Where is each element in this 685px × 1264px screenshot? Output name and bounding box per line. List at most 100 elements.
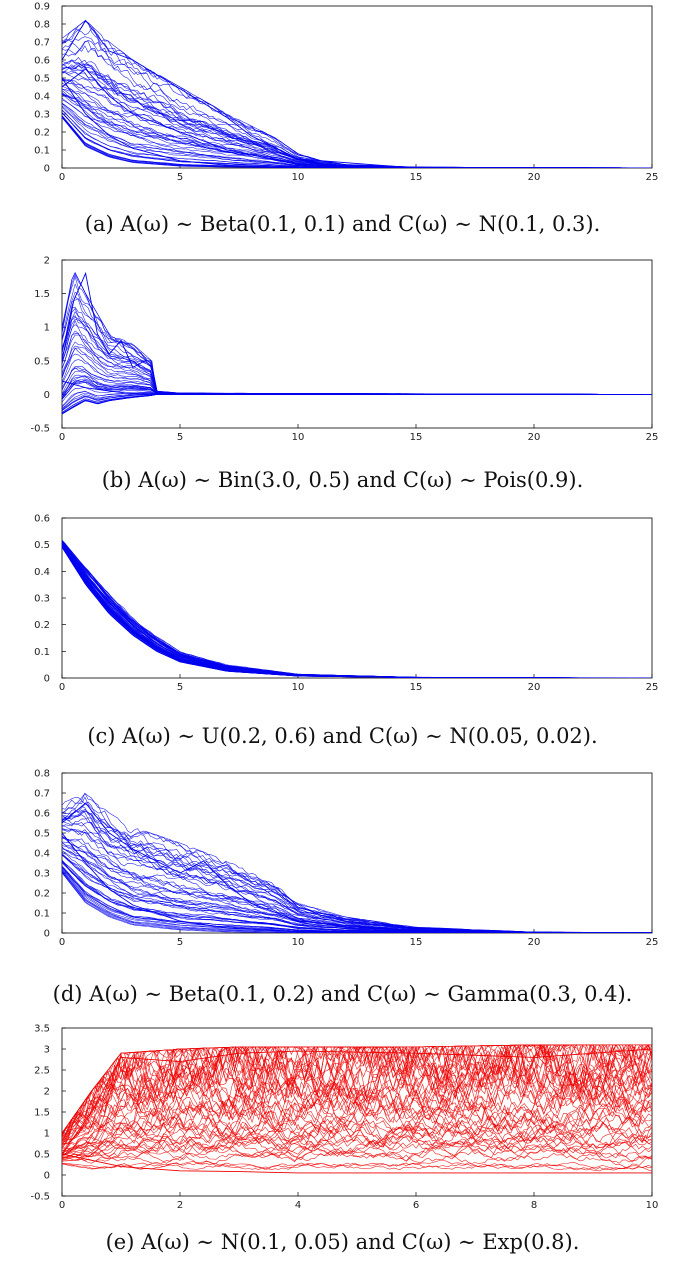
trajectory-line [62, 543, 652, 678]
y-tick-label: 0.7 [34, 38, 50, 49]
trajectory-line [62, 541, 652, 678]
chart-panel-a: 0 5 10 15 20 25 0 0.1 0.2 0.3 0.4 0.5 0.6 0.7 0.8 0.9 (… [0, 0, 685, 245]
x-tick-label: 15 [410, 682, 423, 693]
y-tick-label: 3 [44, 1045, 50, 1056]
series-line [62, 802, 652, 933]
trajectory-line [62, 544, 652, 678]
plot-e: 0 2 4 6 8 10 -0.5 0 0.5 1 1.5 2 2.5 3 3.5 [30, 1024, 659, 1211]
trajectory-line [62, 298, 652, 395]
trajectory-line [62, 872, 652, 933]
trajectory-line [62, 394, 652, 414]
trajectory-line [62, 544, 652, 678]
trajectory-line [62, 542, 652, 678]
trajectory-line [62, 824, 652, 933]
trajectory-line [62, 394, 652, 414]
trajectory-line [62, 1097, 652, 1154]
trajectory-line [62, 1132, 652, 1159]
trajectory-line [62, 1044, 652, 1148]
trajectory-line [62, 544, 652, 678]
trajectory-line [62, 60, 652, 168]
chart-panel-b: 0 5 10 15 20 25 -0.5 0 0.5 1 1.5 2 (b) A(ω) ∼ Bin(3… [0, 252, 685, 502]
trajectory-line [62, 117, 652, 168]
trajectory-line [62, 116, 652, 168]
trajectory-line [62, 539, 652, 678]
chart-panel-e: 0 2 4 6 8 10 -0.5 0 0.5 1 1.5 2 2.5 3 3.5 (e) A(ω) ∼ N… [0, 1020, 685, 1264]
trajectory-line [62, 60, 652, 168]
trajectory-line [62, 1118, 652, 1159]
trajectory-line [62, 543, 652, 678]
x-tick-label: 25 [646, 432, 659, 442]
trajectory-line [62, 546, 652, 678]
trajectory-line [62, 394, 652, 414]
y-tick-label: 0 [44, 164, 50, 175]
trajectory-line [62, 810, 652, 933]
trajectory-line [62, 394, 652, 415]
trajectory-line [62, 545, 652, 678]
x-tick-label: 5 [177, 937, 183, 948]
chart-panel-d: 0 5 10 15 20 25 0 0.1 0.2 0.3 0.4 0.5 0.6 0.7 0.8 (d) … [0, 765, 685, 1015]
trajectory-line [62, 540, 652, 678]
trajectory-line [62, 283, 652, 395]
trajectory-line [62, 92, 652, 168]
trajectory-line [62, 341, 652, 395]
trajectory-line [62, 1044, 652, 1145]
caption-d: (d) A(ω) ∼ Beta(0.1, 0.2) and C(ω) ∼ Gam… [52, 982, 633, 1006]
x-tick-label: 8 [531, 1200, 537, 1210]
trajectory-line [62, 1076, 652, 1147]
y-tick-label: 0.3 [34, 594, 50, 605]
trajectory-line [62, 1128, 652, 1161]
y-tick-label: 0.3 [34, 869, 50, 880]
trajectory-line [62, 28, 652, 168]
y-tick-label: 2 [44, 1087, 50, 1098]
trajectory-line [62, 1098, 652, 1152]
x-tick-label: 10 [292, 682, 305, 693]
x-tick-label: 10 [292, 172, 305, 180]
y-tick-label: -0.5 [30, 424, 50, 435]
x-tick-label: 4 [295, 1200, 301, 1210]
trajectory-line [62, 1051, 652, 1144]
chart-panel-c: 0 5 10 15 20 25 0 0.1 0.2 0.3 0.4 0.5 0.6 (c) A(ω) ∼… [0, 510, 685, 758]
trajectory-line [62, 541, 652, 678]
y-tick-label: 0.5 [34, 829, 50, 840]
trajectory-line [62, 21, 652, 168]
y-tick-label: 0.4 [34, 92, 50, 103]
trajectory-line [62, 542, 652, 678]
plot-b: 0 5 10 15 20 25 -0.5 0 0.5 1 1.5 2 [30, 256, 659, 443]
x-tick-label: 10 [292, 937, 305, 948]
trajectory-line [62, 1134, 652, 1158]
trajectory-line [62, 540, 652, 678]
y-tick-label: 0 [44, 674, 50, 685]
axes-frame [61, 259, 653, 429]
series-line [62, 271, 652, 395]
y-tick-label: 2.5 [34, 1066, 50, 1077]
trajectory-line [62, 540, 652, 678]
x-tick-label: 6 [413, 1200, 419, 1210]
trajectory-line [62, 547, 652, 678]
trajectory-line [62, 547, 652, 678]
trajectory-line [62, 82, 652, 168]
y-tick-label: 0 [44, 929, 50, 940]
y-tick-label: 0.6 [34, 56, 50, 67]
trajectory-line [62, 544, 652, 678]
trajectory-line [62, 545, 652, 678]
trajectory-line [62, 1080, 652, 1150]
trajectory-line [62, 543, 652, 678]
trajectory-line [62, 545, 652, 678]
axes-frame [61, 517, 653, 679]
trajectory-line [62, 542, 652, 678]
trajectory-line [62, 810, 652, 933]
trajectory-line [62, 394, 652, 413]
y-tick-label: 1.5 [34, 289, 50, 300]
x-tick-label: 10 [646, 1200, 659, 1210]
x-tick-label: 0 [59, 1200, 65, 1210]
y-tick-label: 0.2 [34, 620, 50, 631]
plot-a: 0 5 10 15 20 25 0 0.1 0.2 0.3 0.4 0.5 0.6 0.7 0.8 0.9 [34, 2, 658, 181]
x-tick-label: 20 [528, 432, 541, 442]
caption-c: (c) A(ω) ∼ U(0.2, 0.6) and C(ω) ∼ N(0.05… [87, 724, 598, 748]
y-tick-label: 0.5 [34, 356, 50, 367]
y-tick-label: 1 [44, 323, 50, 334]
trajectory-line [62, 1163, 652, 1172]
trajectory-line [62, 817, 652, 933]
trajectory-line [62, 545, 652, 678]
trajectory-line [62, 542, 652, 678]
